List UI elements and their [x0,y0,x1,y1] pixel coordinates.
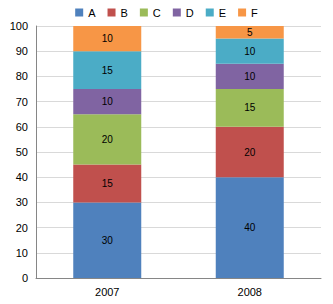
svg-text:0: 0 [22,272,28,284]
svg-text:F: F [251,7,258,19]
svg-text:10: 10 [102,96,114,107]
svg-text:C: C [153,7,161,19]
svg-text:10: 10 [16,247,28,259]
svg-text:A: A [88,7,96,19]
svg-text:10: 10 [244,46,256,57]
svg-text:15: 15 [102,65,114,76]
svg-text:10: 10 [244,71,256,82]
svg-text:2008: 2008 [238,286,262,298]
svg-text:40: 40 [244,222,256,233]
svg-text:20: 20 [16,222,28,234]
svg-text:20: 20 [102,134,114,145]
svg-text:30: 30 [16,196,28,208]
svg-text:10: 10 [102,33,114,44]
svg-text:60: 60 [16,121,28,133]
svg-text:D: D [186,7,194,19]
svg-text:E: E [219,7,226,19]
svg-text:15: 15 [244,102,256,113]
svg-text:30: 30 [102,235,114,246]
svg-text:2007: 2007 [95,286,119,298]
svg-text:5: 5 [247,27,253,38]
svg-text:70: 70 [16,96,28,108]
svg-text:20: 20 [244,147,256,158]
svg-text:40: 40 [16,171,28,183]
svg-text:15: 15 [102,178,114,189]
svg-text:100: 100 [10,20,28,32]
svg-text:90: 90 [16,45,28,57]
svg-text:B: B [121,7,128,19]
svg-text:50: 50 [16,146,28,158]
svg-text:80: 80 [16,70,28,82]
